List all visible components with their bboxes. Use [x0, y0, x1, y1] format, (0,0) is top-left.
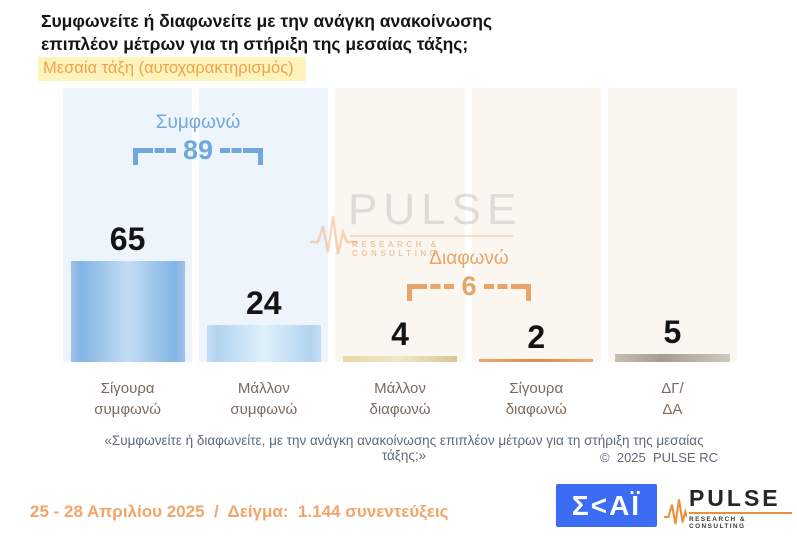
category-label-certainly-disagree: Σίγουρα διαφωνώ — [505, 380, 567, 418]
bar-certainly-agree — [70, 261, 185, 362]
pulse-logo-tagline: RESEARCH & CONSULTING — [688, 516, 746, 530]
title-line-2: επιπλέον μέτρων για τη στήριξη της μεσαί… — [41, 33, 469, 54]
bracket-arm — [143, 148, 176, 153]
chart-column-rather-disagree: 4 — [335, 88, 465, 362]
bar-rather-agree — [206, 325, 321, 362]
disagree-group-total: 6 — [461, 271, 477, 301]
category-label-dont-know: ΔΓ/ ΔΑ — [661, 380, 684, 418]
bracket-corner-left — [133, 148, 143, 165]
bracket-corner-right — [253, 148, 264, 165]
category-label-certainly-agree: Σίγουρα συμφωνώ — [94, 380, 161, 418]
disagree-group-label: Διαφωνώ — [429, 248, 509, 269]
pulse-waveform-icon — [664, 499, 687, 525]
pulse-logo-rule — [688, 512, 792, 514]
bar-value-label: 5 — [663, 314, 682, 350]
disagree-group-annotation: Διαφωνώ 6 — [407, 248, 531, 301]
bar-dont-know — [615, 354, 730, 362]
agree-group-total: 89 — [182, 135, 214, 165]
pulse-logo-name: PULSE — [688, 485, 781, 511]
agree-bracket: 89 — [133, 135, 264, 165]
bracket-arm — [417, 284, 455, 289]
category-label-rather-agree: Μάλλον συμφωνώ — [230, 380, 298, 418]
bracket-corner-right — [521, 284, 531, 301]
bar-rather-disagree — [342, 356, 458, 362]
fieldwork-date-sample: 25 - 28 Απριλίου 2025 / Δείγμα: 1.144 συ… — [30, 502, 449, 521]
pulse-rc-logo: PULSE RESEARCH & CONSULTING — [664, 487, 792, 530]
bracket-arm — [483, 284, 521, 289]
bar-value-label: 2 — [527, 319, 546, 355]
bracket-corner-left — [407, 284, 417, 301]
bar-certainly-disagree — [479, 359, 594, 362]
disagree-bracket: 6 — [407, 273, 531, 301]
agree-group-label: Συμφωνώ — [155, 112, 241, 133]
chart-column-dont-know: 5 — [607, 88, 738, 362]
footnote-copyright: © 2025 PULSE RC — [600, 450, 718, 465]
subtitle-highlighted: Μεσαία τάξη (αυτοχαρακτηρισμός) — [38, 57, 306, 81]
category-labels-row: Σίγουρα συμφωνώ Μάλλον συμφωνώ Μάλλον δι… — [63, 378, 737, 420]
skai-logo: Σ<ΑΪ — [556, 484, 657, 527]
bar-value-label: 4 — [391, 316, 409, 352]
pulse-logo-text: PULSE RESEARCH & CONSULTING — [688, 485, 792, 530]
chart-column-certainly-agree: 65 — [63, 88, 193, 362]
skai-logo-text: Σ<ΑΪ — [571, 489, 642, 521]
bar-chart: 65 24 4 2 5 Συμφωνώ 89 — [63, 88, 738, 362]
chart-column-certainly-disagree: 2 — [471, 88, 601, 362]
bar-value-label: 24 — [246, 285, 282, 321]
agree-group-annotation: Συμφωνώ 89 — [133, 112, 264, 165]
footnote-question-quote: «Συμφωνείτε ή διαφωνείτε, με την ανάγκη … — [104, 433, 704, 463]
chart-column-rather-agree: 24 — [199, 88, 329, 362]
bar-value-label: 65 — [109, 221, 146, 257]
category-label-rather-disagree: Μάλλον διαφωνώ — [369, 380, 431, 418]
bracket-arm — [220, 148, 254, 153]
title-line-1: Συμφωνείτε ή διαφωνείτε με την ανάγκη αν… — [41, 11, 493, 31]
page-title: Συμφωνείτε ή διαφωνείτε με την ανάγκη αν… — [41, 10, 492, 56]
